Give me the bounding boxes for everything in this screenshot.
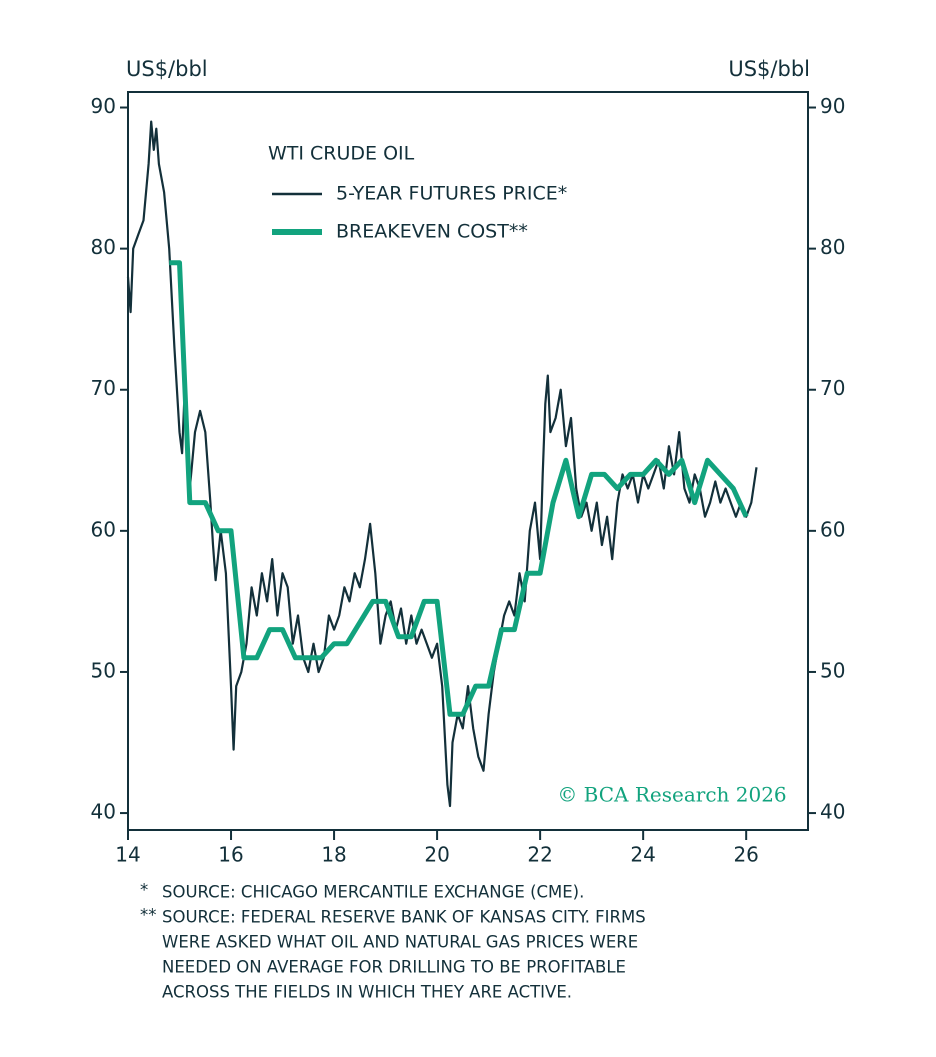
y-tick-label: 50 bbox=[91, 658, 116, 682]
footnote-text: NEEDED ON AVERAGE FOR DRILLING TO BE PRO… bbox=[162, 958, 626, 977]
plot-frame bbox=[127, 91, 809, 831]
x-tick-label: 16 bbox=[218, 843, 243, 867]
y2-axis-label: US$/bbl bbox=[728, 57, 810, 81]
series-line bbox=[169, 260, 749, 717]
y-tick-label: 60 bbox=[91, 517, 116, 541]
y2-tick-label: 50 bbox=[820, 658, 845, 682]
y2-tick-label: 70 bbox=[820, 376, 845, 400]
y-tick-label: 70 bbox=[91, 376, 116, 400]
footnote-text: WERE ASKED WHAT OIL AND NATURAL GAS PRIC… bbox=[162, 933, 638, 952]
y-tick-label: 90 bbox=[91, 94, 116, 118]
footnote-text: ACROSS THE FIELDS IN WHICH THEY ARE ACTI… bbox=[162, 983, 572, 1002]
footnote-marker: * bbox=[140, 881, 148, 900]
y-tick-label: 40 bbox=[91, 800, 116, 824]
y-tick-label: 80 bbox=[91, 235, 116, 259]
y2-tick-label: 40 bbox=[820, 800, 845, 824]
legend-label: BREAKEVEN COST** bbox=[336, 221, 528, 243]
x-tick-label: 20 bbox=[424, 843, 449, 867]
x-tick-label: 14 bbox=[115, 843, 140, 867]
y2-tick-label: 60 bbox=[820, 517, 845, 541]
footnote-text: SOURCE: CHICAGO MERCANTILE EXCHANGE (CME… bbox=[162, 883, 584, 902]
y2-tick-label: 90 bbox=[820, 94, 845, 118]
x-tick-label: 22 bbox=[527, 843, 552, 867]
x-tick-label: 24 bbox=[630, 843, 655, 867]
legend-title: WTI CRUDE OIL bbox=[268, 143, 415, 165]
y2-tick-label: 80 bbox=[820, 235, 845, 259]
watermark: © BCA Research 2026 bbox=[557, 783, 786, 807]
x-tick-label: 18 bbox=[321, 843, 346, 867]
footnote-text: SOURCE: FEDERAL RESERVE BANK OF KANSAS C… bbox=[162, 908, 646, 927]
legend-label: 5-YEAR FUTURES PRICE* bbox=[336, 183, 567, 205]
x-tick-label: 26 bbox=[733, 843, 758, 867]
y-axis-label: US$/bbl bbox=[126, 57, 208, 81]
footnote-marker: ** bbox=[140, 906, 157, 925]
